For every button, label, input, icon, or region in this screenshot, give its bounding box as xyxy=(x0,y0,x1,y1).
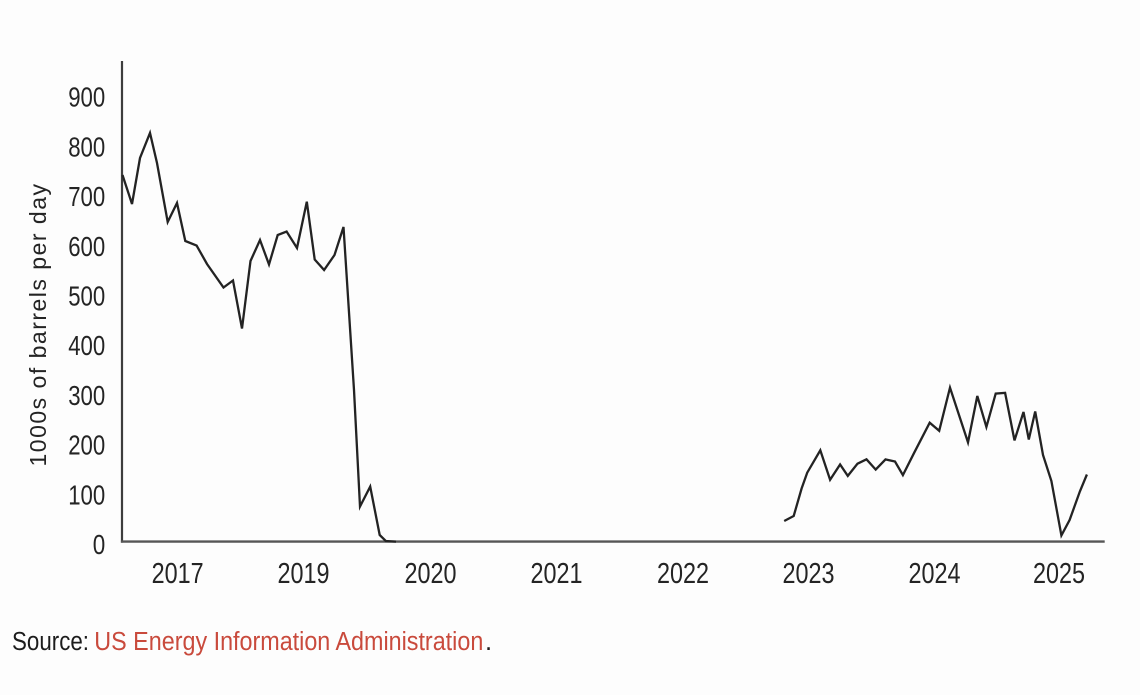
svg-text:2022: 2022 xyxy=(657,558,709,590)
svg-text:2023: 2023 xyxy=(783,558,835,590)
svg-text:Source:: Source: xyxy=(12,628,89,656)
svg-text:2024: 2024 xyxy=(909,558,961,590)
svg-text:200: 200 xyxy=(68,430,105,461)
svg-text:300: 300 xyxy=(68,380,105,411)
svg-text:500: 500 xyxy=(68,281,105,312)
svg-text:800: 800 xyxy=(68,131,105,162)
svg-text:700: 700 xyxy=(68,181,105,212)
svg-text:2020: 2020 xyxy=(405,558,457,590)
svg-text:US Energy Information Administ: US Energy Information Administration xyxy=(94,628,483,656)
svg-text:2019: 2019 xyxy=(278,558,330,590)
svg-text:0: 0 xyxy=(93,529,106,560)
svg-text:400: 400 xyxy=(68,330,105,361)
svg-text:600: 600 xyxy=(68,231,105,262)
svg-text:100: 100 xyxy=(68,479,105,510)
svg-text:1000s of barrels per day: 1000s of barrels per day xyxy=(25,182,51,466)
svg-text:900: 900 xyxy=(68,82,105,113)
svg-text:2017: 2017 xyxy=(152,558,204,590)
svg-text:.: . xyxy=(485,628,492,656)
svg-text:2021: 2021 xyxy=(531,558,583,590)
svg-text:2025: 2025 xyxy=(1033,558,1085,590)
